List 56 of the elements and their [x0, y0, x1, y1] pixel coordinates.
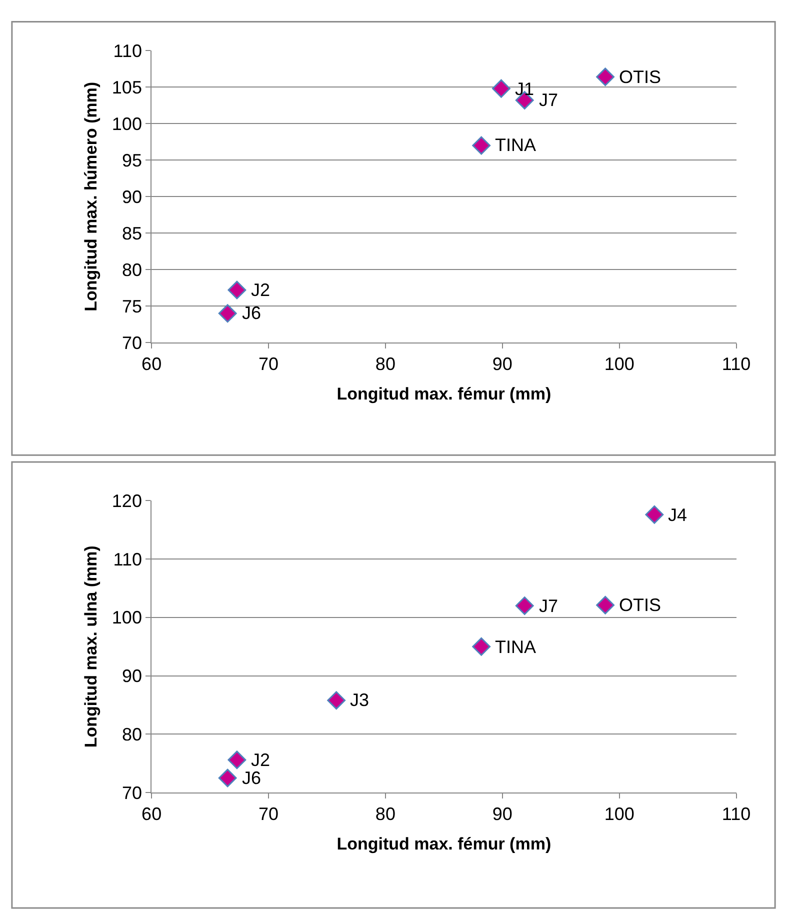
y-tick-label: 100 — [112, 608, 142, 628]
x-tick-label: 60 — [142, 804, 162, 824]
y-tick-label: 75 — [122, 296, 142, 316]
x-tick-label: 60 — [142, 354, 162, 374]
annotation: OTIS — [619, 595, 662, 615]
y-tick-label: 90 — [122, 666, 142, 686]
point — [472, 136, 491, 155]
y-tick-label: 90 — [122, 186, 142, 207]
x-tick-label: 80 — [375, 804, 396, 824]
y-tick-label: 80 — [122, 260, 142, 280]
x-tick-label: 110 — [722, 804, 751, 824]
point — [218, 768, 237, 788]
annotation: J1 — [515, 79, 534, 99]
annotation: J7 — [539, 596, 558, 616]
y-tick-label: 120 — [112, 490, 142, 511]
y-tick-label: 110 — [113, 549, 142, 570]
annotation: TINA — [495, 135, 536, 155]
y-tick-label: 105 — [112, 77, 142, 98]
x-tick-label: 110 — [722, 354, 751, 374]
annotation: OTIS — [619, 67, 662, 87]
annotation: J6 — [242, 768, 262, 788]
x-tick-label: 100 — [604, 804, 634, 824]
point — [515, 596, 534, 615]
y-tick-label: 100 — [112, 114, 142, 134]
annotation: J6 — [242, 303, 262, 323]
x-axis-title: Longitud max. fémur (mm) — [336, 384, 552, 404]
y-tick-label: 70 — [122, 782, 142, 803]
point — [645, 505, 664, 524]
y-tick-label: 85 — [122, 223, 142, 244]
annotation: J2 — [251, 750, 270, 770]
annotation: J4 — [668, 505, 688, 525]
y-axis-title: Longitud max. ulna (mm) — [81, 546, 100, 748]
x-tick-label: 70 — [258, 804, 279, 824]
x-tick-label: 90 — [492, 354, 512, 374]
y-axis-title: Longitud max. húmero (mm) — [81, 82, 100, 312]
annotation: TINA — [495, 637, 536, 657]
y-tick-label: 110 — [113, 40, 142, 61]
x-axis-title: Longitud max. fémur (mm) — [336, 834, 552, 854]
x-tick-label: 70 — [258, 354, 279, 374]
point — [492, 79, 510, 98]
y-tick-label: 70 — [122, 332, 142, 353]
y-tick-label: 95 — [122, 150, 142, 170]
point — [596, 68, 614, 86]
point — [327, 691, 346, 710]
annotation: J7 — [539, 90, 558, 110]
point — [596, 596, 614, 614]
point — [218, 304, 237, 323]
point — [228, 750, 246, 770]
y-tick-label: 80 — [122, 724, 142, 745]
point — [472, 637, 491, 656]
x-tick-label: 80 — [375, 354, 396, 374]
x-tick-label: 90 — [492, 804, 512, 824]
point — [228, 280, 246, 300]
annotation: J2 — [251, 280, 270, 300]
x-tick-label: 100 — [604, 354, 634, 374]
annotation: J3 — [350, 690, 370, 710]
